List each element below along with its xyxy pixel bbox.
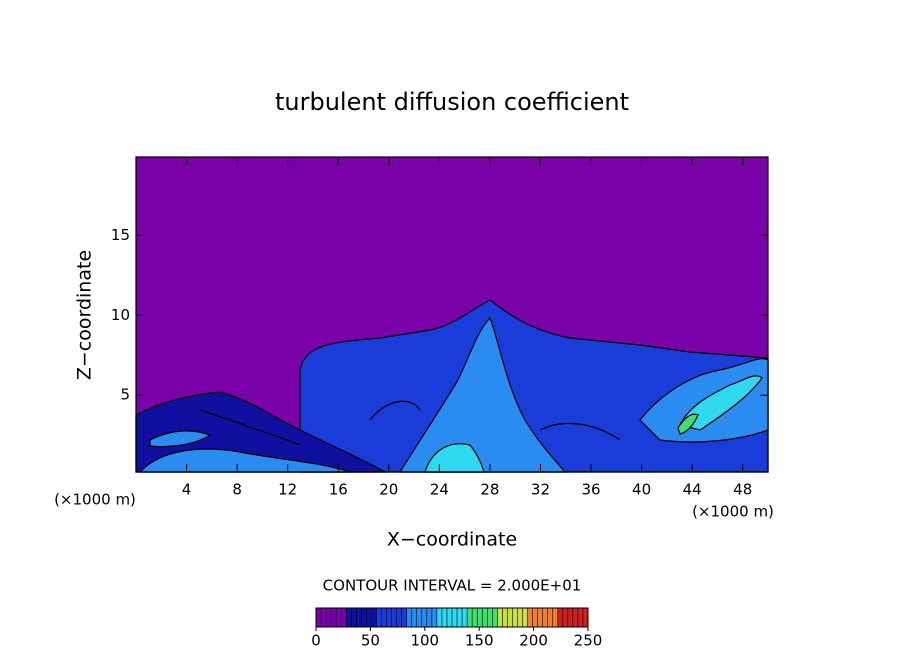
- field: [135, 157, 769, 473]
- colorbar-swatch: [582, 608, 589, 627]
- x-tick-label: 16: [329, 481, 348, 499]
- y-tick-label: 5: [120, 386, 130, 404]
- colorbar-swatch: [497, 608, 503, 627]
- colorbar-swatch: [386, 608, 392, 627]
- colorbar-frame: [315, 607, 589, 628]
- field-region: [398, 316, 567, 473]
- y-tick-label: 15: [111, 226, 130, 244]
- colorbar-swatch: [507, 608, 513, 627]
- colorbar-swatch: [371, 608, 377, 627]
- colorbar-swatch: [326, 608, 332, 627]
- colorbar-swatch: [547, 608, 554, 627]
- colorbar-swatch: [381, 608, 387, 627]
- x-tick-label: 40: [632, 481, 651, 499]
- colorbar-swatch: [502, 608, 508, 627]
- chart-title: turbulent diffusion coefficient: [275, 88, 629, 116]
- colorbar-swatch: [356, 608, 362, 627]
- colorbar-swatch: [492, 608, 498, 627]
- colorbar-tick-label: 250: [574, 632, 603, 650]
- colorbar-swatch: [391, 608, 397, 627]
- x-tick-label: 8: [232, 481, 242, 499]
- x-unit-label: (×1000 m): [692, 503, 774, 521]
- colorbar-swatch: [336, 608, 342, 627]
- colorbar-swatch: [396, 608, 402, 627]
- colorbar-swatch: [467, 608, 473, 627]
- x-tick-label: 12: [278, 481, 297, 499]
- x-tick-label: 20: [379, 481, 398, 499]
- x-tick-label: 28: [480, 481, 499, 499]
- x-tick-label: 44: [683, 481, 702, 499]
- colorbar-swatch: [457, 608, 463, 627]
- colorbar-swatch: [527, 608, 533, 627]
- colorbar-swatch: [557, 608, 564, 627]
- colorbar-swatch: [436, 608, 443, 627]
- y-tick-label: 10: [111, 306, 130, 324]
- colorbar-swatch: [542, 608, 549, 627]
- colorbar-swatch: [472, 608, 478, 627]
- x-tick-label: 48: [733, 481, 752, 499]
- plot-frame: [135, 156, 769, 473]
- colorbar-swatch: [426, 608, 433, 627]
- colorbar-tick-label: 200: [519, 632, 548, 650]
- field-region: [679, 375, 763, 431]
- colorbar-swatch: [477, 608, 483, 627]
- colorbar-tick-label: 50: [361, 632, 380, 650]
- contour-line: [199, 400, 621, 446]
- x-axis-label: X−coordinate: [387, 529, 517, 551]
- colorbar-tick-label: 150: [465, 632, 494, 650]
- colorbar-swatch: [562, 608, 569, 627]
- colorbar-tick-label: 100: [410, 632, 439, 650]
- colorbar-swatch: [572, 608, 579, 627]
- colorbar-swatch: [577, 608, 584, 627]
- x-tick-label: 24: [430, 481, 449, 499]
- colorbar-swatch: [321, 608, 327, 627]
- colorbar-swatch: [421, 608, 428, 627]
- colorbar-swatch: [401, 608, 407, 627]
- colorbar-swatch: [532, 608, 538, 627]
- colorbar-swatch: [341, 608, 347, 627]
- colorbar-swatch: [462, 608, 468, 627]
- colorbar-swatch: [316, 608, 322, 627]
- x-tick-label: 4: [182, 481, 192, 499]
- colorbar-swatch: [411, 608, 418, 627]
- colorbar-swatch: [482, 608, 488, 627]
- colorbar-swatch: [452, 608, 458, 627]
- y-unit-label: (×1000 m): [54, 491, 136, 509]
- colorbar-swatch: [552, 608, 559, 627]
- colorbar-swatch: [537, 608, 543, 627]
- y-axis-label: Z−coordinate: [74, 250, 96, 380]
- field-region: [677, 413, 699, 435]
- colorbar-swatch: [366, 608, 372, 627]
- colorbar-swatch: [331, 608, 337, 627]
- colorbar-swatch: [512, 608, 518, 627]
- contour-note: CONTOUR INTERVAL = 2.000E+01: [323, 577, 582, 595]
- colorbar-swatch: [351, 608, 357, 627]
- colorbar-swatch: [431, 608, 438, 627]
- field-region: [138, 448, 351, 473]
- colorbar-tick-label: 0: [311, 632, 321, 650]
- colorbar-swatch: [346, 608, 352, 627]
- colorbar-swatch: [406, 608, 413, 627]
- colorbar-swatch: [416, 608, 423, 627]
- field-region: [149, 430, 212, 448]
- x-tick-label: 32: [531, 481, 550, 499]
- colorbar-swatch: [361, 608, 367, 627]
- colorbar-swatch: [522, 608, 528, 627]
- colorbar-swatch: [567, 608, 574, 627]
- colorbar-swatch: [487, 608, 493, 627]
- x-tick-label: 36: [581, 481, 600, 499]
- colorbar-swatch: [446, 608, 453, 627]
- colorbar: 0 50 100 150 200 250: [311, 607, 603, 650]
- colorbar-swatch: [376, 608, 382, 627]
- colorbar-swatch: [517, 608, 523, 627]
- colorbar-swatch: [441, 608, 448, 627]
